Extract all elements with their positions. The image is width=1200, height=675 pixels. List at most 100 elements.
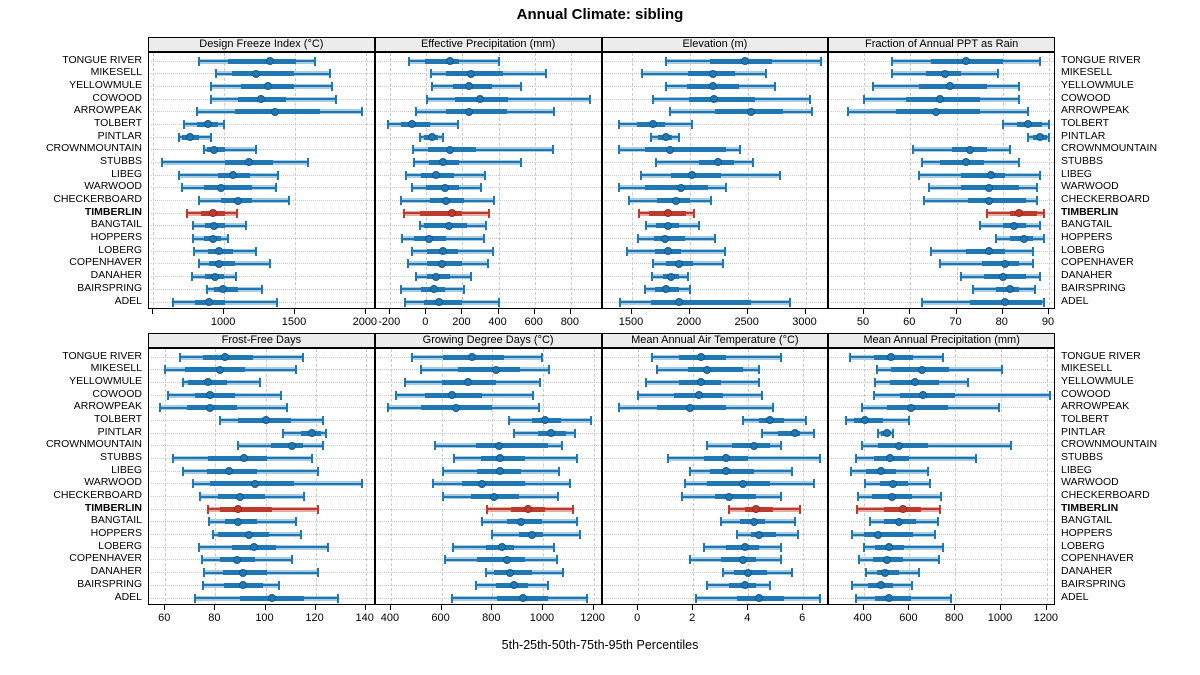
- median-dot: [665, 145, 674, 154]
- whisker-cap: [555, 555, 558, 565]
- iqr-bar: [709, 468, 754, 474]
- gridline: [909, 349, 911, 604]
- whisker-cap: [194, 593, 197, 603]
- whisker-cap: [793, 517, 796, 527]
- median-dot: [203, 378, 212, 387]
- iqr-bar: [458, 367, 521, 373]
- whisker-cap: [497, 56, 500, 66]
- whisker-cap: [269, 259, 272, 269]
- axis-tick: [389, 309, 391, 314]
- median-dot: [898, 505, 907, 514]
- iqr-bar: [424, 58, 459, 64]
- whisker-cap: [254, 145, 257, 155]
- whisker-cap: [1049, 390, 1052, 400]
- axis-tick: [746, 309, 748, 314]
- axis-tick: [1045, 605, 1047, 610]
- whisker-cap: [933, 530, 936, 540]
- station-label: ARROWPEAK: [73, 104, 142, 117]
- row-gridline: [604, 419, 828, 421]
- whisker-cap: [507, 415, 510, 425]
- median-dot: [662, 285, 671, 294]
- median-dot: [266, 57, 275, 65]
- whisker-cap: [851, 580, 854, 590]
- row-gridline: [377, 288, 601, 290]
- whisker-cap: [741, 415, 744, 425]
- median-dot: [250, 543, 259, 552]
- gridline: [534, 53, 536, 308]
- median-dot: [1035, 133, 1044, 142]
- median-dot: [911, 378, 920, 387]
- axis-tick-label: 1000: [529, 612, 555, 624]
- whisker-cap: [966, 377, 969, 387]
- median-dot: [663, 247, 672, 256]
- row-gridline: [151, 123, 374, 125]
- station-label: PINTLAR: [1061, 129, 1106, 142]
- whisker-cap: [618, 145, 621, 155]
- median-dot: [251, 479, 260, 488]
- whisker-line: [855, 457, 976, 460]
- whisker-cap: [469, 272, 472, 282]
- whisker-cap: [568, 479, 571, 489]
- whisker-line: [413, 161, 522, 164]
- whisker-cap: [360, 479, 363, 489]
- whisker-cap: [557, 492, 560, 502]
- station-label: BAIRSPRING: [77, 577, 142, 590]
- median-dot: [216, 365, 225, 374]
- median-dot: [874, 530, 883, 539]
- whisker-cap: [387, 403, 390, 413]
- station-label: COWOOD: [92, 387, 142, 400]
- median-dot: [688, 171, 697, 180]
- iqr-bar: [688, 96, 756, 102]
- axis-tick-label: 2: [689, 612, 696, 624]
- iqr-bar: [854, 417, 884, 423]
- median-dot: [468, 353, 477, 361]
- whisker-cap: [1017, 157, 1020, 167]
- panel-header: Fraction of Annual PPT as Rain: [828, 37, 1055, 52]
- whisker-cap: [796, 530, 799, 540]
- whisker-cap: [971, 284, 974, 294]
- whisker-cap: [431, 479, 434, 489]
- station-label: BANGTAIL: [1061, 514, 1113, 527]
- whisker-cap: [656, 365, 659, 375]
- whisker-cap: [681, 492, 684, 502]
- whisker-cap: [479, 183, 482, 193]
- median-dot: [219, 285, 228, 294]
- median-dot: [860, 416, 869, 425]
- median-dot: [662, 133, 671, 142]
- axis-tick: [688, 309, 690, 314]
- gridline: [462, 53, 464, 308]
- station-label: STUBBS: [1061, 450, 1104, 463]
- row-gridline: [151, 432, 374, 434]
- whisker-cap: [808, 94, 811, 104]
- iqr-bar: [715, 494, 757, 500]
- gridline: [365, 349, 367, 604]
- whisker-cap: [1010, 441, 1013, 451]
- station-label: YELLOWMULE: [1061, 374, 1134, 387]
- iqr-bar: [645, 147, 727, 153]
- median-dot: [895, 517, 904, 526]
- whisker-cap: [1008, 145, 1011, 155]
- station-label: COPENHAVER: [1061, 552, 1134, 565]
- row-gridline: [377, 263, 601, 265]
- median-dot: [546, 429, 555, 438]
- whisker-cap: [335, 94, 338, 104]
- axis-tick: [569, 309, 571, 314]
- median-dot: [931, 107, 940, 116]
- whisker-cap: [400, 284, 403, 294]
- whisker-cap: [520, 157, 523, 167]
- iqr-bar: [778, 430, 801, 436]
- whisker-cap: [813, 428, 816, 438]
- panel-header: Growing Degree Days (°C): [374, 333, 602, 348]
- median-dot: [884, 594, 893, 602]
- whisker-cap: [927, 183, 930, 193]
- whisker-cap: [1048, 119, 1051, 129]
- station-label: BANGTAIL: [1061, 218, 1113, 231]
- row-gridline: [831, 572, 1054, 574]
- axis-tick: [909, 309, 911, 314]
- axis-tick-label: 140: [355, 612, 374, 624]
- axis-tick-label: 1200: [1033, 612, 1059, 624]
- whisker-cap: [780, 542, 783, 552]
- iqr-bar: [863, 532, 913, 538]
- station-label: BAIRSPRING: [1061, 577, 1126, 590]
